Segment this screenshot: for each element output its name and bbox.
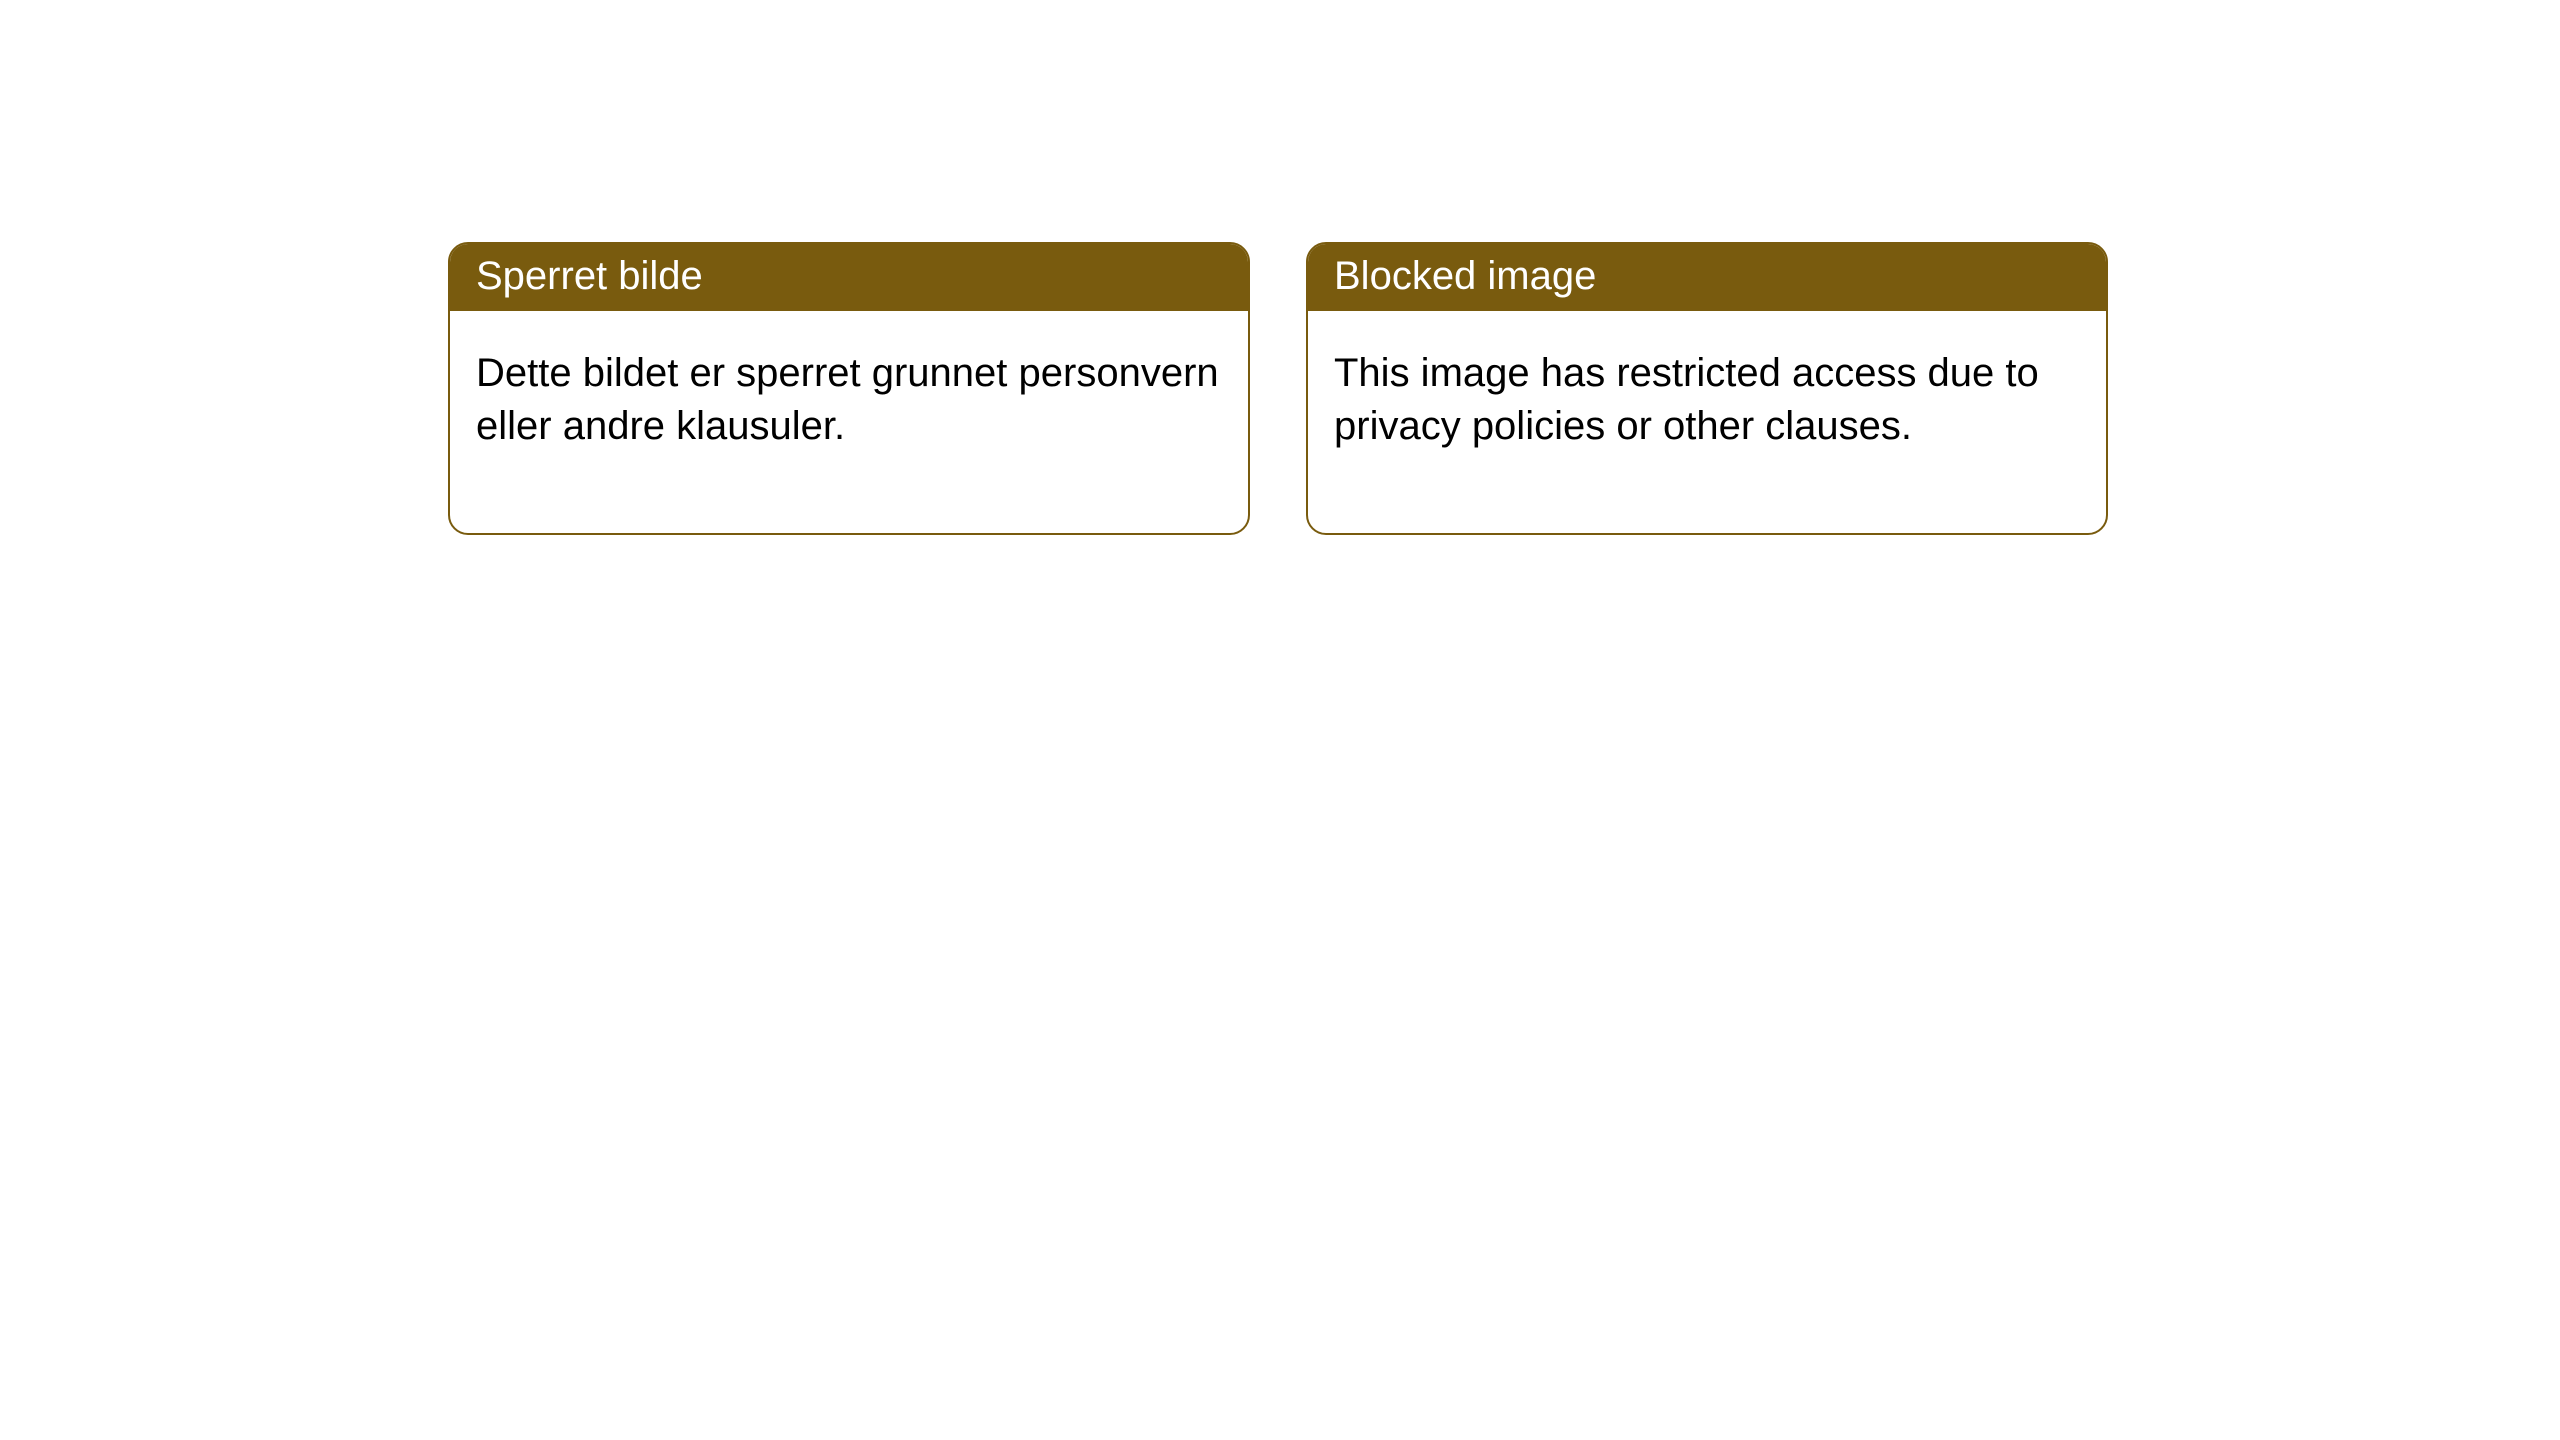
card-header-en: Blocked image: [1308, 244, 2106, 311]
card-body-no: Dette bildet er sperret grunnet personve…: [450, 311, 1248, 533]
card-header-no: Sperret bilde: [450, 244, 1248, 311]
card-body-en: This image has restricted access due to …: [1308, 311, 2106, 533]
blocked-image-card-en: Blocked image This image has restricted …: [1306, 242, 2108, 535]
blocked-image-card-no: Sperret bilde Dette bildet er sperret gr…: [448, 242, 1250, 535]
notice-container: Sperret bilde Dette bildet er sperret gr…: [0, 0, 2560, 535]
